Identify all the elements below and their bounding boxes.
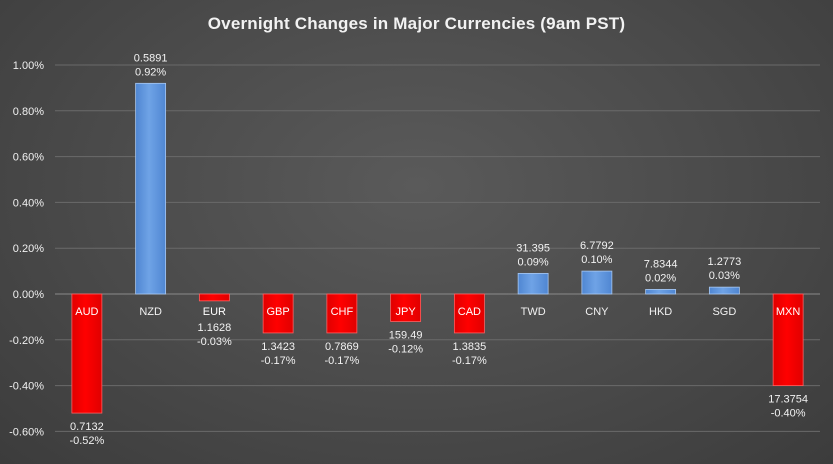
category-label: AUD — [75, 306, 98, 318]
chart-title: Overnight Changes in Major Currencies (9… — [207, 14, 626, 33]
pct-label: 0.02% — [645, 272, 676, 284]
pct-label: -0.40% — [771, 408, 806, 420]
pct-label: -0.17% — [324, 355, 359, 367]
bar-mxn — [772, 293, 804, 386]
rate-label: 1.2773 — [708, 256, 742, 268]
bar-hkd — [645, 289, 677, 295]
y-tick-label: 0.60% — [13, 152, 44, 164]
rate-label: 0.7869 — [325, 341, 359, 353]
category-label: NZD — [139, 306, 162, 318]
pct-label: -0.17% — [261, 355, 296, 367]
bar-eur — [198, 293, 230, 302]
pct-label: -0.03% — [197, 336, 232, 348]
rate-label: 0.5891 — [134, 52, 168, 64]
rate-label: 6.7792 — [580, 240, 614, 252]
category-label: MXN — [776, 306, 801, 318]
category-label: EUR — [203, 306, 226, 318]
rate-label: 1.3423 — [261, 341, 295, 353]
y-tick-label: 0.20% — [13, 243, 44, 255]
y-tick-label: -0.20% — [9, 335, 44, 347]
bar-twd — [517, 272, 549, 295]
pct-label: 0.03% — [709, 270, 740, 282]
y-tick-label: -0.60% — [9, 426, 44, 438]
bar-chf — [326, 293, 358, 334]
rate-label: 159.49 — [389, 329, 423, 341]
rate-label: 1.3835 — [453, 341, 487, 353]
category-label: TWD — [521, 306, 546, 318]
bar-nzd — [135, 82, 167, 295]
pct-label: -0.12% — [388, 343, 423, 355]
category-label: CNY — [585, 306, 609, 318]
pct-label: -0.52% — [69, 435, 104, 447]
pct-label: 0.09% — [518, 256, 549, 268]
rate-label: 1.1628 — [198, 322, 232, 334]
y-tick-label: 1.00% — [13, 60, 44, 72]
bar-gbp — [262, 293, 294, 334]
bar-cad — [453, 293, 485, 334]
y-tick-label: 0.00% — [13, 289, 44, 301]
y-tick-label: 0.80% — [13, 106, 44, 118]
bar-cny — [581, 270, 613, 295]
pct-label: -0.17% — [452, 355, 487, 367]
bar-aud — [71, 293, 103, 414]
category-label: CAD — [458, 306, 481, 318]
y-tick-label: 0.40% — [13, 197, 44, 209]
rate-label: 31.395 — [516, 242, 550, 254]
rate-label: 0.7132 — [70, 421, 104, 433]
bar-sgd — [708, 286, 740, 295]
rate-label: 17.3754 — [768, 394, 808, 406]
pct-label: 0.10% — [581, 254, 612, 266]
category-label: JPY — [396, 306, 417, 318]
category-label: GBP — [267, 306, 290, 318]
category-label: HKD — [649, 306, 672, 318]
category-label: SGD — [712, 306, 736, 318]
rate-label: 7.8344 — [644, 258, 678, 270]
pct-label: 0.92% — [135, 66, 166, 78]
category-label: CHF — [331, 306, 354, 318]
y-tick-label: -0.40% — [9, 381, 44, 393]
bar-jpy — [390, 293, 422, 322]
